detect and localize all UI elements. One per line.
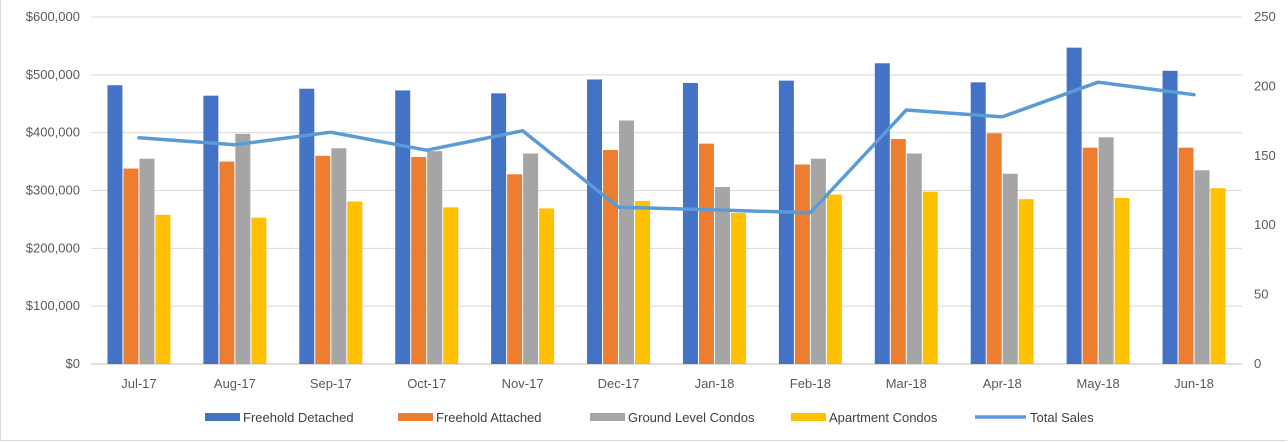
- y-right-tick-label: 50: [1254, 287, 1268, 302]
- bar-ground-level-condos: [523, 153, 539, 364]
- y-axis-right: 0 50 100 150 200 250: [1254, 9, 1276, 371]
- bar-apartment-condos: [922, 191, 938, 364]
- y-right-tick-label: 250: [1254, 9, 1276, 24]
- x-tick-label: Oct-17: [407, 376, 446, 391]
- bar-freehold-attached: [794, 164, 810, 364]
- bar-ground-level-condos: [810, 158, 826, 364]
- bar-apartment-condos: [730, 213, 746, 364]
- bar-ground-level-condos: [139, 158, 155, 364]
- bar-freehold-detached: [874, 63, 890, 365]
- legend-swatch: [205, 413, 240, 421]
- bar-ground-level-condos: [1002, 173, 1018, 364]
- x-tick-label: Jul-17: [121, 376, 156, 391]
- bar-freehold-detached: [682, 82, 698, 365]
- bar-apartment-condos: [1114, 198, 1130, 364]
- bar-freehold-attached: [219, 161, 235, 364]
- y-right-tick-label: 100: [1254, 217, 1276, 232]
- x-tick-label: Nov-17: [502, 376, 544, 391]
- legend-label: Freehold Attached: [436, 410, 542, 425]
- bar-freehold-detached: [395, 90, 411, 364]
- legend-label: Total Sales: [1030, 410, 1094, 425]
- bar-ground-level-condos: [1098, 137, 1114, 364]
- y-right-tick-label: 200: [1254, 78, 1276, 93]
- x-tick-label: Aug-17: [214, 376, 256, 391]
- bar-apartment-condos: [826, 194, 842, 364]
- x-tick-label: Apr-18: [983, 376, 1022, 391]
- bar-ground-level-condos: [619, 120, 635, 364]
- bar-ground-level-condos: [906, 153, 922, 364]
- bar-freehold-attached: [507, 174, 523, 364]
- x-tick-label: Mar-18: [886, 376, 927, 391]
- bar-freehold-detached: [778, 80, 794, 364]
- y-left-tick-label: $400,000: [26, 125, 80, 140]
- bar-freehold-attached: [411, 156, 427, 364]
- legend-label: Freehold Detached: [243, 410, 354, 425]
- x-axis: Jul-17 Aug-17 Sep-17 Oct-17 Nov-17 Dec-17 Jan-…: [121, 376, 1214, 391]
- bar-freehold-attached: [315, 155, 331, 364]
- x-tick-label: Jun-18: [1174, 376, 1214, 391]
- bar-apartment-condos: [1018, 199, 1034, 364]
- x-tick-label: May-18: [1076, 376, 1119, 391]
- bar-apartment-condos: [443, 207, 459, 364]
- bar-ground-level-condos: [714, 187, 730, 364]
- bar-freehold-attached: [698, 143, 714, 364]
- bar-freehold-attached: [890, 139, 906, 364]
- bar-freehold-detached: [491, 93, 507, 364]
- legend-swatch: [791, 413, 826, 421]
- bar-freehold-detached: [1162, 70, 1178, 364]
- bar-freehold-detached: [203, 95, 219, 365]
- y-right-tick-label: 0: [1254, 356, 1261, 371]
- legend: Freehold Detached Freehold Attached Ground…: [205, 410, 1094, 425]
- bar-freehold-attached: [1178, 147, 1194, 364]
- legend-swatch: [398, 413, 433, 421]
- bar-ground-level-condos: [1194, 170, 1210, 364]
- bar-ground-level-condos: [235, 133, 251, 364]
- bar-apartment-condos: [539, 208, 555, 364]
- y-left-tick-label: $500,000: [26, 67, 80, 82]
- x-tick-label: Feb-18: [790, 376, 831, 391]
- bar-freehold-attached: [123, 168, 139, 364]
- bar-freehold-attached: [1082, 147, 1098, 364]
- bar-apartment-condos: [251, 217, 267, 364]
- legend-label: Ground Level Condos: [628, 410, 755, 425]
- y-left-tick-label: $200,000: [26, 240, 80, 255]
- y-right-tick-label: 150: [1254, 148, 1276, 163]
- bar-freehold-detached: [1066, 47, 1082, 364]
- y-axis-left: $0 $100,000 $200,000 $300,000 $400,000 $500,0…: [26, 9, 80, 371]
- bar-ground-level-condos: [331, 148, 347, 364]
- bar-series: [107, 47, 1226, 365]
- line-series: [137, 80, 1196, 215]
- bar-apartment-condos: [635, 200, 651, 364]
- gridlines: [91, 16, 1242, 365]
- legend-label: Apartment Condos: [829, 410, 938, 425]
- x-tick-label: Jan-18: [695, 376, 735, 391]
- y-left-tick-label: $0: [66, 356, 80, 371]
- bar-apartment-condos: [1210, 188, 1226, 364]
- bar-freehold-detached: [299, 88, 315, 365]
- x-tick-label: Sep-17: [310, 376, 352, 391]
- bar-apartment-condos: [155, 214, 171, 364]
- bar-freehold-detached: [107, 85, 123, 364]
- bar-ground-level-condos: [427, 151, 443, 364]
- y-left-tick-label: $300,000: [26, 183, 80, 198]
- y-left-tick-label: $600,000: [26, 9, 80, 24]
- bar-freehold-attached: [986, 133, 1002, 364]
- bar-freehold-attached: [603, 150, 619, 364]
- bar-apartment-condos: [347, 201, 363, 364]
- legend-swatch: [590, 413, 625, 421]
- y-left-tick-label: $100,000: [26, 298, 80, 313]
- x-tick-label: Dec-17: [598, 376, 640, 391]
- line-total-sales: [137, 80, 1196, 215]
- bar-freehold-detached: [970, 82, 986, 364]
- bar-freehold-detached: [587, 79, 603, 365]
